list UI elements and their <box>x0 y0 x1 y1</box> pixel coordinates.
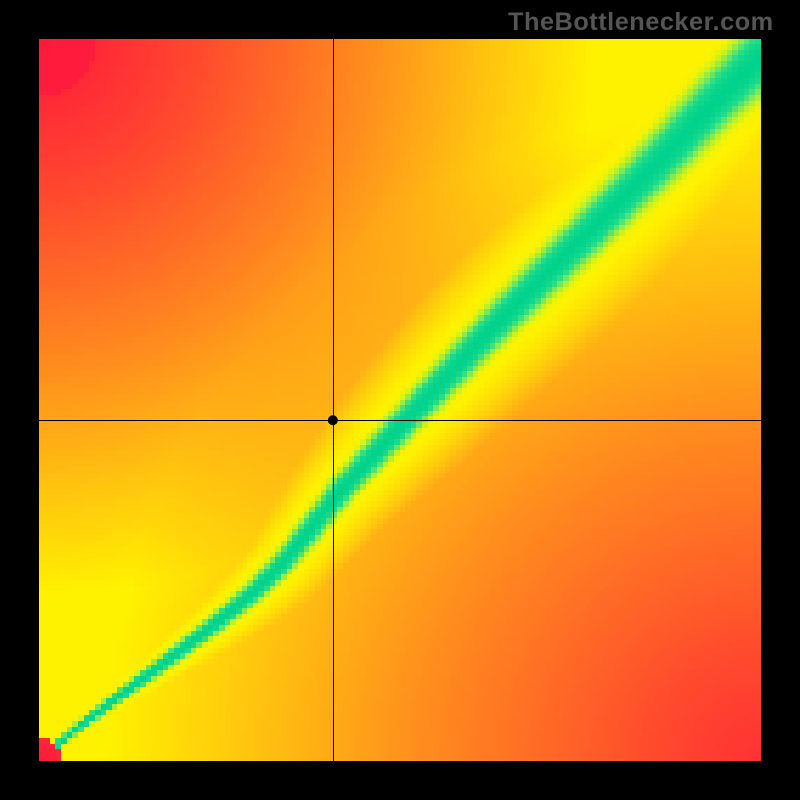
bottleneck-heatmap <box>39 39 761 761</box>
watermark-text: TheBottlenecker.com <box>508 8 774 37</box>
